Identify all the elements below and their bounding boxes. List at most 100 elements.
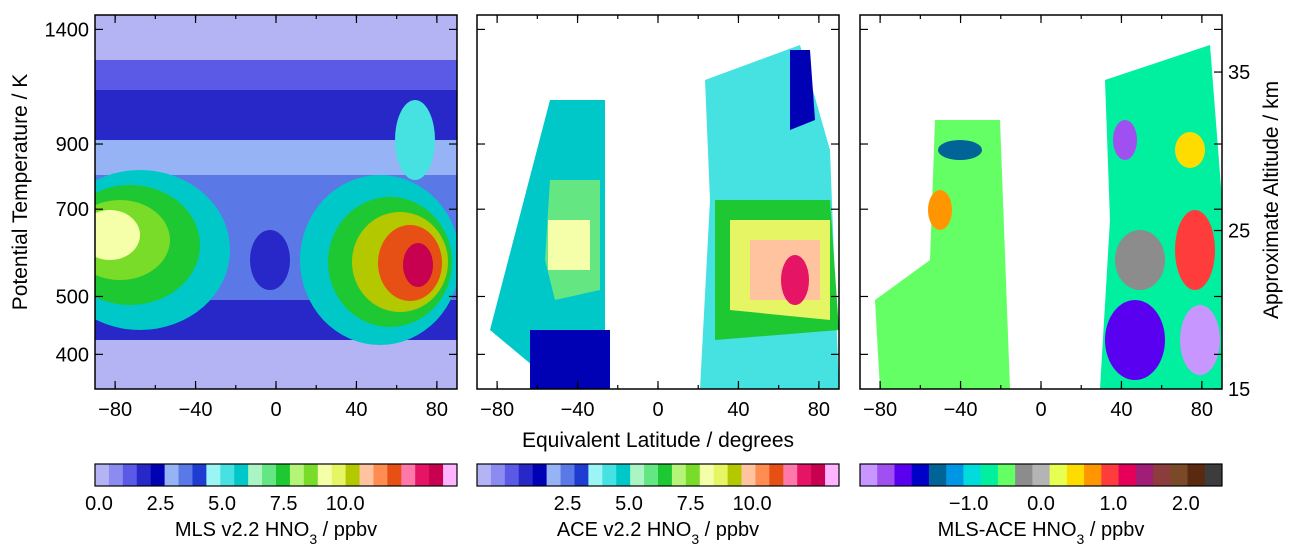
y-axis-left-label: Potential Temperature / K [9,74,32,311]
colorbar-swatch [262,464,277,486]
y-tick-label: 700 [56,199,89,221]
colorbar-swatch [1049,464,1068,486]
colorbar-tick-label: 5.0 [615,493,643,515]
colorbar-tick-label: −1.0 [949,493,988,515]
colorbar-tick-label: 10.0 [733,493,772,515]
colorbar-swatch [164,464,180,486]
colorbar-swatch [108,464,124,486]
colorbar-swatch [602,464,617,486]
colorbar-swatch [783,464,798,486]
colorbar-swatch [443,464,458,486]
altitude-tick-label: 25 [1228,221,1250,243]
colorbar-swatch [477,464,492,486]
colorbar-swatch [331,464,347,486]
x-tick-label: −40 [561,399,595,421]
x-tick-label: 40 [1110,399,1132,421]
colorbar-swatch [1084,464,1102,486]
colorbar-swatch [373,464,388,486]
colorbar-swatch [220,464,235,486]
colorbar-swatch [963,464,982,486]
colorbar-swatch [192,464,207,486]
altitude-tick-label: 15 [1228,379,1250,401]
x-tick-label: 40 [345,399,367,421]
x-axis-label: Equivalent Latitude / degrees [522,429,794,452]
colorbar-swatch [741,464,756,486]
x-tick-label: −80 [98,399,132,421]
y-tick-label: 400 [56,344,89,366]
diff-contour-field [875,45,1222,389]
colorbar-swatch [727,464,743,486]
colorbar-swatch [644,464,659,486]
colorbar-swatch [317,464,333,486]
colorbar-label: MLS v2.2 HNO3 / ppbv [175,519,377,547]
colorbar-swatch [1101,464,1120,486]
colorbar-swatch [303,464,319,486]
axis-ticks [95,15,1222,390]
colorbar-label: ACE v2.2 HNO3 / ppbv [557,519,759,547]
colorbar-swatch [616,464,631,486]
colorbar-swatch [911,464,930,486]
colorbar-swatch [415,464,430,486]
y-tick-label: 900 [56,134,89,156]
colorbar-swatch [1170,464,1189,486]
colorbar-swatch [234,464,249,486]
colorbar-swatch [574,464,589,486]
colorbar-swatch [504,464,520,486]
colorbar-swatch [811,464,826,486]
altitude-tick-label: 35 [1228,62,1250,84]
colorbar-swatch [1118,464,1137,486]
colorbar-swatch [401,464,416,486]
ace-contour-field [490,45,839,389]
colorbar-swatch [490,464,506,486]
x-tick-label: −80 [480,399,514,421]
colorbar-swatch [1187,464,1206,486]
x-tick-label: −40 [944,399,978,421]
colorbar-swatch [1015,464,1033,486]
colorbar-swatch [1032,464,1051,486]
colorbar-swatch [630,464,645,486]
colorbar-swatch [1153,464,1171,486]
colorbar-swatch [387,464,402,486]
colorbar-swatch [289,464,305,486]
colorbar-swatch [560,464,575,486]
colorbar-swatch [685,464,701,486]
colorbar-swatch [588,464,603,486]
colorbar-swatch [122,464,138,486]
colorbar-swatch [877,464,895,486]
colorbar-swatch [755,464,770,486]
colorbar-tick-label: 7.5 [270,493,298,515]
colorbar-tick-label: 1.0 [1099,493,1127,515]
colorbar-swatch [1135,464,1154,486]
colorbar-frame [94,463,458,487]
mls-contour-field [95,15,457,389]
colorbar-tick-label: 7.5 [677,493,705,515]
x-tick-label: 80 [1191,399,1213,421]
colorbar-tick-label: 2.0 [1172,493,1200,515]
colorbar-swatch [1066,464,1085,486]
x-tick-label: 80 [426,399,448,421]
colorbar-swatch [658,464,673,486]
colorbar-swatch [518,464,534,486]
colorbar-swatch [206,464,221,486]
colorbar-swatch [997,464,1016,486]
colorbar-swatch [429,464,444,486]
colorbar-tick-label: 5.0 [208,493,236,515]
colorbar-swatch [894,464,913,486]
x-tick-label: 0 [270,399,281,421]
x-tick-label: 0 [652,399,663,421]
colorbar-swatch [532,464,548,486]
x-tick-label: −80 [863,399,897,421]
colorbar-tick-label: 0.0 [85,493,113,515]
colorbar-swatch [671,464,687,486]
colorbar-swatch [276,464,291,486]
y-tick-label: 1400 [45,19,90,41]
y-axis-right-label: Approximate Altitude / km [1260,81,1283,319]
colorbar-tick-label: 2.5 [147,493,175,515]
colorbar-swatch [248,464,263,486]
colorbar-swatch [699,464,715,486]
colorbar-swatch [860,464,878,486]
colorbar-swatch [546,464,562,486]
